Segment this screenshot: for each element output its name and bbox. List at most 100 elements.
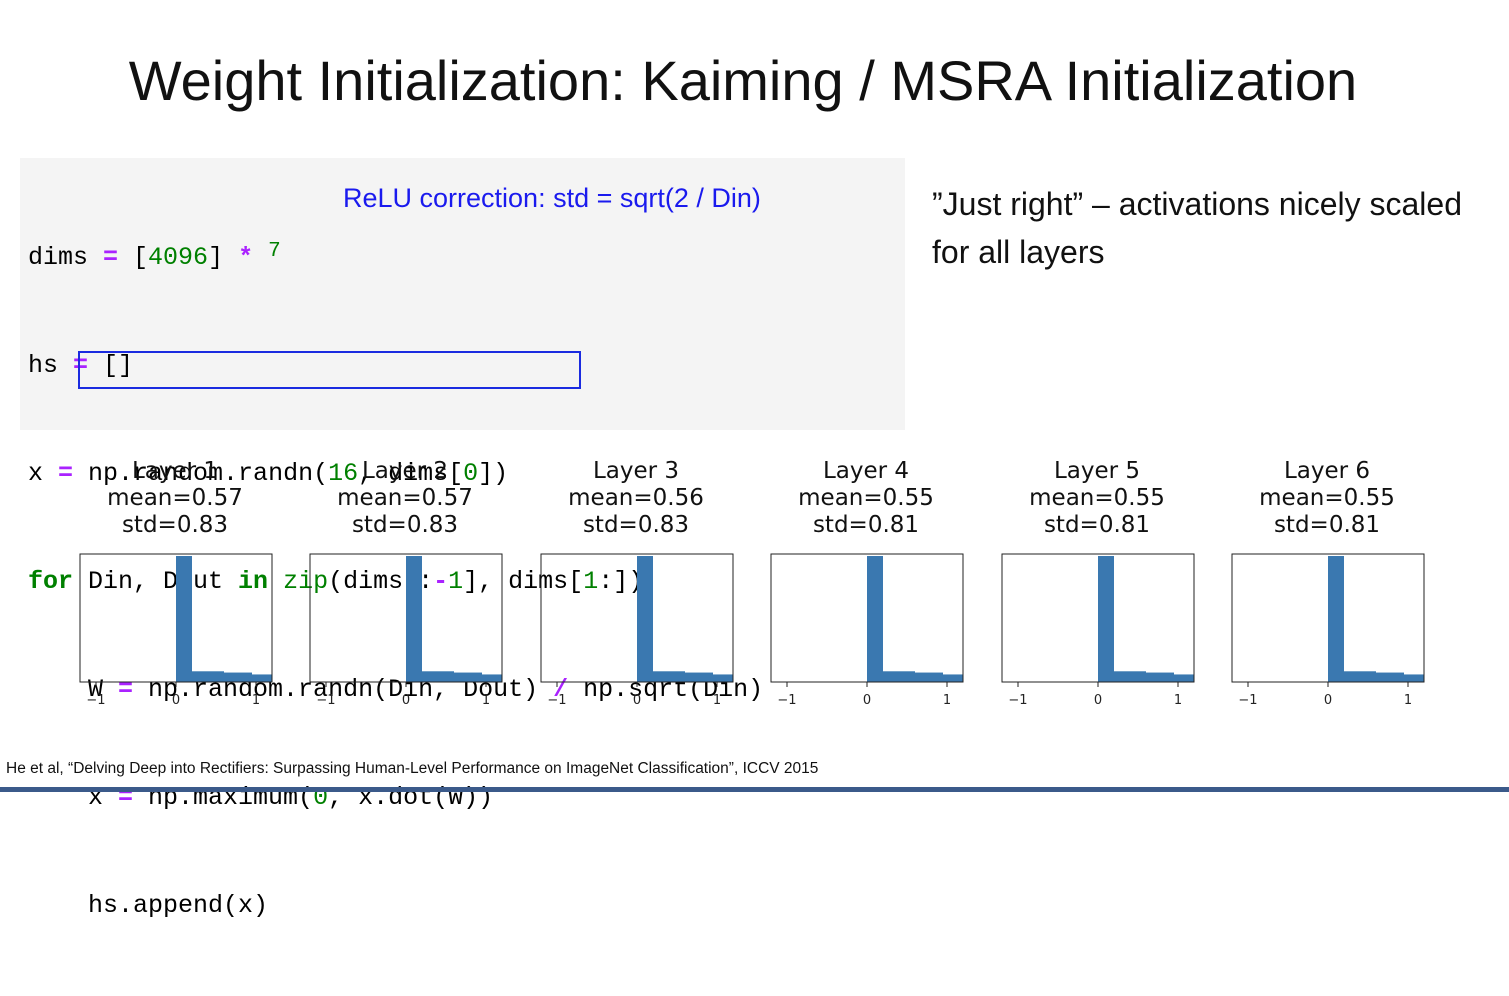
histogram-bar — [252, 674, 272, 682]
code-token: * — [238, 243, 254, 272]
x-tick-label: 1 — [1404, 693, 1412, 708]
histogram-bar — [1098, 556, 1114, 682]
highlight-box — [78, 351, 581, 389]
layer-panel-6: Layer 6 mean=0.55 std=0.81 −1 0 1 — [1212, 458, 1442, 718]
histogram-bar — [1328, 556, 1344, 682]
histogram-bar — [406, 556, 422, 682]
layer-mean: mean=0.55 — [1259, 485, 1395, 511]
citation: He et al, “Delving Deep into Rectifiers:… — [6, 760, 819, 777]
x-tick-label: 0 — [1324, 693, 1332, 708]
code-token: = — [58, 459, 74, 488]
x-tick-label: −1 — [316, 693, 335, 708]
layer-panel-4: Layer 4 mean=0.55 std=0.81 −1 0 1 — [751, 458, 981, 718]
x-tick-label: 0 — [633, 693, 641, 708]
just-right-note: ”Just right” – activations nicely scaled… — [932, 186, 1462, 270]
layer-title: Layer 4 mean=0.55 std=0.81 — [751, 458, 981, 539]
layer-panel-5: Layer 5 mean=0.55 std=0.81 −1 0 1 — [982, 458, 1212, 718]
code-token: [ — [118, 243, 149, 272]
x-tick-label: 0 — [1094, 693, 1102, 708]
code-token: dims — [28, 243, 104, 272]
histogram-bar — [653, 671, 685, 682]
x-tick-label: 1 — [1174, 693, 1182, 708]
layer-panel-3: Layer 3 mean=0.56 std=0.83 −1 0 1 — [521, 458, 751, 718]
layer-mean: mean=0.55 — [798, 485, 934, 511]
layer-title: Layer 6 mean=0.55 std=0.81 — [1212, 458, 1442, 539]
x-tick-label: −1 — [1238, 693, 1257, 708]
x-tick-label: 0 — [172, 693, 180, 708]
histogram-bar — [637, 556, 653, 682]
code-line-1: dims = [4096] * 7 — [28, 240, 763, 276]
histogram-bar — [482, 674, 502, 682]
histogram-bar — [685, 672, 713, 682]
layer-mean: mean=0.56 — [568, 485, 704, 511]
code-line-3: x = np.random.randn(16, dims[0]) — [28, 456, 763, 492]
layer-std: std=0.81 — [1273, 512, 1381, 538]
code-token: , dims[ — [358, 459, 464, 488]
histogram-bar — [224, 672, 252, 682]
x-tick-label: 1 — [252, 693, 260, 708]
x-tick-label: 0 — [863, 693, 871, 708]
layer-std: std=0.83 — [582, 512, 690, 538]
layer-std: std=0.81 — [812, 512, 920, 538]
histogram-plot: −1 0 1 — [540, 553, 734, 708]
histogram-bar — [883, 671, 915, 682]
code-token: [] — [88, 351, 134, 380]
layer-title: Layer 3 mean=0.56 std=0.83 — [521, 458, 751, 539]
layer-title: Layer 5 mean=0.55 std=0.81 — [982, 458, 1212, 539]
code-token: zip — [283, 567, 329, 596]
x-tick-label: 1 — [943, 693, 951, 708]
code-token: 1 — [583, 567, 599, 596]
code-token: np.random.randn( — [73, 459, 329, 488]
code-token: x — [28, 459, 59, 488]
layer-panel-2: Layer 2 mean=0.57 std=0.83 −1 0 1 — [290, 458, 520, 718]
histogram-plot: −1 0 1 — [1001, 553, 1195, 708]
layer-name: Layer 1 — [131, 458, 219, 484]
histogram-bar — [1404, 674, 1424, 682]
code-token: 7 — [268, 240, 281, 263]
histogram-bar — [422, 671, 454, 682]
code-token: = — [103, 243, 119, 272]
histogram-bar — [943, 674, 963, 682]
code-token: ] — [208, 243, 239, 272]
x-tick-label: −1 — [777, 693, 796, 708]
relu-correction-note: ReLU correction: std = sqrt(2 / Din) — [343, 183, 761, 213]
layer-std: std=0.81 — [1043, 512, 1151, 538]
histogram-bar — [454, 672, 482, 682]
code-token: - — [433, 567, 449, 596]
layer-panel-1: Layer 1 mean=0.57 std=0.83 −1 0 1 — [60, 458, 290, 718]
code-token — [253, 243, 268, 272]
layer-std: std=0.83 — [351, 512, 459, 538]
histogram-bar — [1376, 672, 1404, 682]
code-line-7: hs.append(x) — [28, 888, 763, 924]
code-token: for — [28, 567, 74, 596]
code-token: 1 — [448, 567, 464, 596]
layer-title: Layer 2 mean=0.57 std=0.83 — [290, 458, 520, 539]
histogram-bar — [915, 672, 943, 682]
code-line-6: x = np.maximum(0, x.dot(W)) — [28, 780, 763, 816]
code-token: hs.append(x) — [28, 891, 269, 920]
histogram-plot: −1 0 1 — [770, 553, 964, 708]
bottom-rule — [0, 787, 1509, 792]
histogram-plot: −1 0 1 — [1231, 553, 1425, 708]
histogram-bar — [1344, 671, 1376, 682]
layer-histograms: Layer 1 mean=0.57 std=0.83 −1 0 1 Layer 2 mean=… — [0, 458, 1509, 718]
histogram-plot: −1 0 1 — [79, 553, 273, 708]
histogram-bar — [1114, 671, 1146, 682]
layer-std: std=0.83 — [121, 512, 229, 538]
layer-name: Layer 2 — [361, 458, 449, 484]
histogram-bar — [192, 671, 224, 682]
histogram-plot: −1 0 1 — [309, 553, 503, 708]
x-tick-label: −1 — [1008, 693, 1027, 708]
x-tick-label: −1 — [86, 693, 105, 708]
code-token: 4096 — [148, 243, 209, 272]
x-tick-label: 0 — [402, 693, 410, 708]
histogram-bar — [713, 674, 733, 682]
code-token: in — [238, 567, 269, 596]
slide-title: Weight Initialization: Kaiming / MSRA In… — [128, 49, 1358, 112]
layer-title: Layer 1 mean=0.57 std=0.83 — [60, 458, 290, 539]
x-tick-label: 1 — [482, 693, 490, 708]
layer-name: Layer 4 — [822, 458, 910, 484]
histogram-bar — [1146, 672, 1174, 682]
layer-name: Layer 5 — [1053, 458, 1141, 484]
code-token: 16 — [328, 459, 359, 488]
